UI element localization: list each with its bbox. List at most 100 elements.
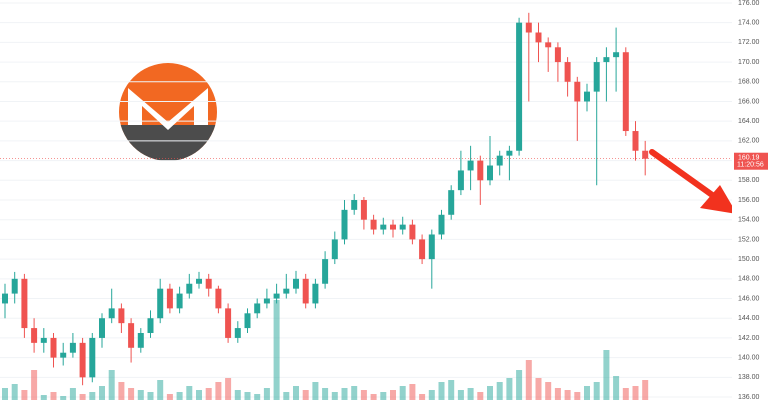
y-tick-label: 156.00 xyxy=(738,197,760,204)
candle-body xyxy=(99,318,105,338)
candle-body xyxy=(642,150,649,159)
volume-bar xyxy=(147,392,154,400)
candle-body xyxy=(632,131,639,151)
candle-body xyxy=(506,150,513,156)
candle-body xyxy=(438,214,445,235)
volume-bar xyxy=(477,392,484,400)
volume-bar xyxy=(99,386,105,400)
volume-bar xyxy=(535,378,542,400)
candle-body xyxy=(50,337,57,358)
candle-body xyxy=(487,165,493,181)
candle-body xyxy=(176,293,183,309)
volume-bar xyxy=(166,394,173,400)
volume-bar xyxy=(419,394,426,400)
volume-bar xyxy=(525,360,532,400)
candle-body xyxy=(457,170,464,191)
volume-bar xyxy=(31,370,38,400)
candle-body xyxy=(593,62,600,92)
candle-body xyxy=(11,278,18,294)
y-tick-label: 152.00 xyxy=(738,236,760,243)
candle-body xyxy=(351,200,358,210)
volume-bar xyxy=(457,390,464,400)
volume-bar xyxy=(642,380,649,400)
candle-body xyxy=(40,337,47,343)
volume-bar xyxy=(584,386,590,400)
volume-bar xyxy=(351,386,358,400)
y-tick-label: 142.00 xyxy=(738,335,760,342)
candle-body xyxy=(554,47,561,63)
candle-body xyxy=(283,288,290,294)
candle-body xyxy=(186,283,193,294)
candle-body xyxy=(31,328,38,343)
y-tick-label: 174.00 xyxy=(738,20,760,27)
volume-bar xyxy=(293,386,299,400)
volume-bar xyxy=(186,386,193,400)
volume-bar xyxy=(399,386,406,400)
candle-body xyxy=(244,313,251,329)
volume-bar xyxy=(244,392,251,400)
volume-bar xyxy=(2,388,8,400)
candle-body xyxy=(147,318,154,334)
volume-bar xyxy=(128,388,135,400)
candle-body xyxy=(79,342,86,378)
volume-bar xyxy=(380,392,387,400)
y-tick-label: 154.00 xyxy=(738,217,760,224)
y-tick-label: 144.00 xyxy=(738,315,760,322)
candle-body xyxy=(564,62,571,82)
candle-body xyxy=(293,278,299,289)
volume-bar xyxy=(69,388,76,400)
volume-bar xyxy=(360,390,367,400)
y-tick-label: 170.00 xyxy=(738,59,760,66)
candle-body xyxy=(360,200,367,220)
volume-bar xyxy=(632,386,639,400)
volume-bar xyxy=(554,388,561,400)
volume-bar xyxy=(390,390,396,400)
volume-bar xyxy=(234,390,241,400)
candle-body xyxy=(535,32,542,43)
y-tick-label: 168.00 xyxy=(738,79,760,86)
candle-body xyxy=(205,278,212,289)
candle-body xyxy=(108,308,115,319)
volume-bar xyxy=(176,392,183,400)
candle-body xyxy=(613,52,620,58)
candle-body xyxy=(234,328,241,338)
volume-bar xyxy=(273,300,280,400)
candle-body xyxy=(322,259,329,284)
volume-bar xyxy=(205,388,212,400)
candle-body xyxy=(128,323,135,348)
y-tick-label: 150.00 xyxy=(738,256,760,263)
candle-body xyxy=(196,278,202,284)
candle-body xyxy=(89,337,96,378)
candle-body xyxy=(496,155,503,166)
candle-body xyxy=(409,224,416,240)
candle-body xyxy=(263,298,270,304)
y-tick-label: 146.00 xyxy=(738,295,760,302)
volume-bar xyxy=(487,386,493,400)
volume-bar xyxy=(11,384,18,400)
candle-body xyxy=(380,224,387,230)
candle-body xyxy=(157,288,164,319)
candle-body xyxy=(273,293,280,299)
volume-bar xyxy=(613,376,620,400)
candle-body xyxy=(516,22,523,151)
candle-body xyxy=(525,22,532,33)
volume-bar xyxy=(118,382,125,400)
y-tick-label: 158.00 xyxy=(738,177,760,184)
volume-bar xyxy=(593,382,600,400)
volume-bar xyxy=(225,378,232,400)
volume-bar xyxy=(40,395,47,400)
volume-bar xyxy=(312,382,319,400)
candle-body xyxy=(419,239,426,260)
volume-bar xyxy=(409,384,416,400)
volume-bar xyxy=(196,390,202,400)
volume-bar xyxy=(157,380,164,400)
candle-body xyxy=(399,224,406,230)
volume-bar xyxy=(108,370,115,400)
y-tick-label: 162.00 xyxy=(738,138,760,145)
y-tick-label: 176.00 xyxy=(738,0,760,7)
current-price-label: 160.19 xyxy=(738,155,760,162)
volume-bar xyxy=(564,390,571,400)
candle-body xyxy=(390,224,396,230)
candle-body xyxy=(477,160,484,181)
